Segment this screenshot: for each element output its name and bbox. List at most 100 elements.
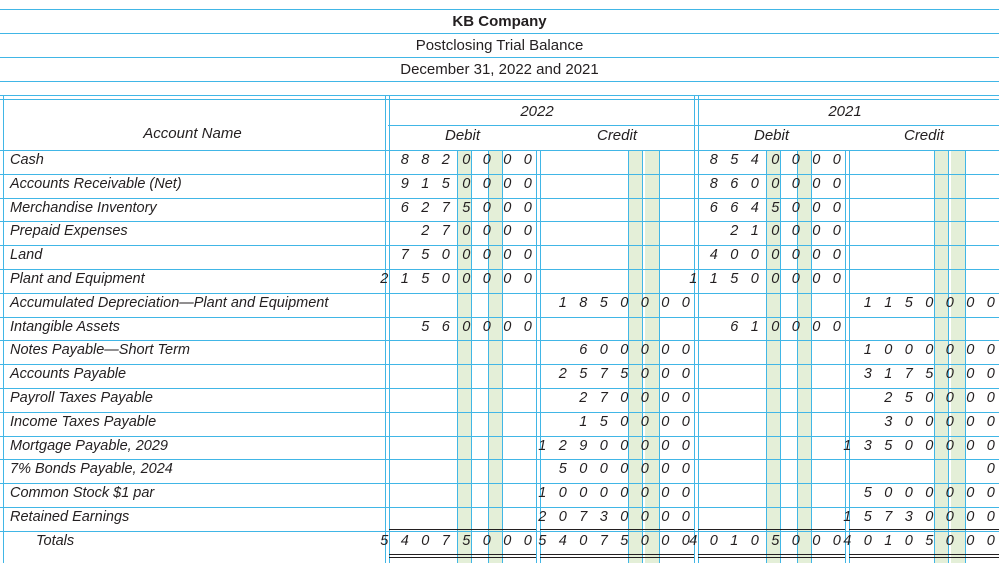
amount-c21: 1 0 0 0 0 0 0 xyxy=(863,342,999,359)
header-rule xyxy=(0,81,999,82)
row-rule xyxy=(0,530,999,532)
digit-rule xyxy=(797,150,798,563)
debit-2021-header: Debit xyxy=(753,127,790,144)
table-row: Merchandise Inventory 6 2 7 5 0 0 0 6 6 4 … xyxy=(0,198,999,222)
table-row: Notes Payable—Short Term 6 0 0 0 0 0 1 0 0… xyxy=(0,340,999,364)
row-rule xyxy=(0,507,999,508)
amount-d22: 9 1 5 0 0 0 0 xyxy=(400,175,536,192)
row-rule xyxy=(0,483,999,485)
statement-title: Postclosing Trial Balance xyxy=(0,33,999,58)
account-name: Accounts Receivable (Net) xyxy=(10,175,182,192)
account-name: Cash xyxy=(10,152,44,168)
amount-c22: 2 0 7 3 0 0 0 0 xyxy=(538,509,694,525)
amount-c22: 5 0 0 0 0 0 0 xyxy=(558,461,694,478)
totals-rule xyxy=(540,529,694,530)
col-rule xyxy=(849,150,850,563)
statement-date: December 31, 2022 and 2021 xyxy=(0,57,999,82)
table-row: Intangible Assets 5 6 0 0 0 0 6 1 0 0 0 0 xyxy=(0,317,999,341)
amount-c22: 2 7 0 0 0 0 xyxy=(579,390,694,406)
amount-c22: 1 8 5 0 0 0 0 xyxy=(558,294,694,311)
col-rule xyxy=(698,95,699,563)
account-name: Mortgage Payable, 2029 xyxy=(10,437,168,454)
double-underline xyxy=(698,557,845,558)
account-name: Merchandise Inventory xyxy=(10,199,157,216)
amount-d21: 2 1 0 0 0 0 xyxy=(730,223,845,240)
amount-d21: 8 6 0 0 0 0 0 xyxy=(709,175,845,192)
row-rule xyxy=(0,459,999,461)
account-name: Retained Earnings xyxy=(10,509,130,525)
account-name: Income Taxes Payable xyxy=(10,413,157,430)
double-underline xyxy=(540,554,694,555)
amount-c21: 2 5 0 0 0 0 xyxy=(884,390,999,406)
amount-c21: 1 5 7 3 0 0 0 0 xyxy=(843,509,999,525)
row-rule xyxy=(0,150,999,151)
debit-2022-header: Debit xyxy=(444,127,481,144)
table-row: Land 7 5 0 0 0 0 0 4 0 0 0 0 0 0 xyxy=(0,245,999,269)
row-rule xyxy=(0,292,999,294)
digit-rule xyxy=(471,150,472,563)
amount-d22: 2 7 0 0 0 0 xyxy=(421,223,536,240)
amount-d22: 7 5 0 0 0 0 0 xyxy=(400,247,536,264)
amount-c22: 2 5 7 5 0 0 0 xyxy=(558,366,694,383)
account-name: Notes Payable—Short Term xyxy=(10,342,190,359)
credit-2021-header: Credit xyxy=(903,127,944,144)
year-2022-header: 2022 xyxy=(520,103,554,120)
account-name-header: Account Name xyxy=(143,125,242,142)
table-row: Mortgage Payable, 2029 1 2 9 0 0 0 0 0 1 3… xyxy=(0,436,999,460)
account-name: Accounts Payable xyxy=(10,366,127,383)
digit-rule xyxy=(934,150,935,563)
credit-2022-header: Credit xyxy=(596,127,637,144)
digit-rule xyxy=(811,150,812,563)
account-name: Payroll Taxes Payable xyxy=(10,390,153,406)
account-name: Plant and Equipment xyxy=(10,271,145,287)
digit-rule xyxy=(948,150,949,563)
digit-rule xyxy=(766,150,767,563)
amount-d22: 5 4 0 7 5 0 0 0 xyxy=(380,532,536,549)
table-row: Income Taxes Payable 1 5 0 0 0 0 3 0 0 0 0… xyxy=(0,412,999,436)
amount-c21: 3 0 0 0 0 0 xyxy=(884,413,999,430)
table-row: 7% Bonds Payable, 2024 5 0 0 0 0 0 0 0 xyxy=(0,459,999,483)
year-2021-header: 2021 xyxy=(828,103,862,120)
digit-rule xyxy=(502,150,503,563)
account-name: Intangible Assets xyxy=(10,318,120,335)
table-row: Prepaid Expenses 2 7 0 0 0 0 2 1 0 0 0 0 xyxy=(0,221,999,245)
amount-d21: 6 1 0 0 0 0 xyxy=(730,318,845,335)
col-rule xyxy=(385,95,386,563)
col-rule xyxy=(389,95,390,563)
double-underline xyxy=(389,557,536,558)
row-rule xyxy=(0,388,999,389)
amount-d22: 6 2 7 5 0 0 0 xyxy=(400,199,536,216)
company-name: KB Company xyxy=(0,9,999,34)
digit-rule xyxy=(659,150,660,563)
double-underline xyxy=(849,557,999,558)
amount-c22: 1 2 9 0 0 0 0 0 xyxy=(538,437,694,454)
table-row: Accumulated Depreciation—Plant and Equip… xyxy=(0,293,999,317)
amount-c21: 5 0 0 0 0 0 0 xyxy=(863,485,999,502)
col-rule xyxy=(845,150,846,563)
digit-rule xyxy=(780,150,781,563)
table-row: Cash 8 8 2 0 0 0 0 8 5 4 0 0 0 0 xyxy=(0,150,999,174)
totals-rule xyxy=(698,529,845,530)
digit-rule xyxy=(457,150,458,563)
table-row: Accounts Receivable (Net) 9 1 5 0 0 0 0 8 … xyxy=(0,174,999,198)
amount-c21: 1 3 5 0 0 0 0 0 xyxy=(843,437,999,454)
table-row: Common Stock $1 par 1 0 0 0 0 0 0 0 5 0 0 … xyxy=(0,483,999,507)
amount-d22: 8 8 2 0 0 0 0 xyxy=(400,152,536,168)
table-row: Accounts Payable 2 5 7 5 0 0 0 3 1 7 5 0 0… xyxy=(0,364,999,388)
account-name: Totals xyxy=(36,532,75,549)
row-rule xyxy=(0,173,999,175)
row-rule xyxy=(0,435,999,437)
amount-d21: 1 1 5 0 0 0 0 0 xyxy=(689,271,845,287)
col-rule xyxy=(3,95,4,563)
account-name: 7% Bonds Payable, 2024 xyxy=(10,461,173,478)
amount-d21: 4 0 0 0 0 0 0 xyxy=(709,247,845,264)
col-rule xyxy=(694,95,695,563)
account-name: Accumulated Depreciation—Plant and Equip… xyxy=(10,294,329,311)
double-underline xyxy=(540,557,694,558)
col-rule xyxy=(536,150,537,563)
trial-balance-table: Account Name 2022 2021 Debit Credit Debi… xyxy=(0,95,999,563)
account-name: Land xyxy=(10,247,43,264)
table-top-rule xyxy=(0,95,999,96)
amount-d21: 8 5 4 0 0 0 0 xyxy=(709,152,845,168)
